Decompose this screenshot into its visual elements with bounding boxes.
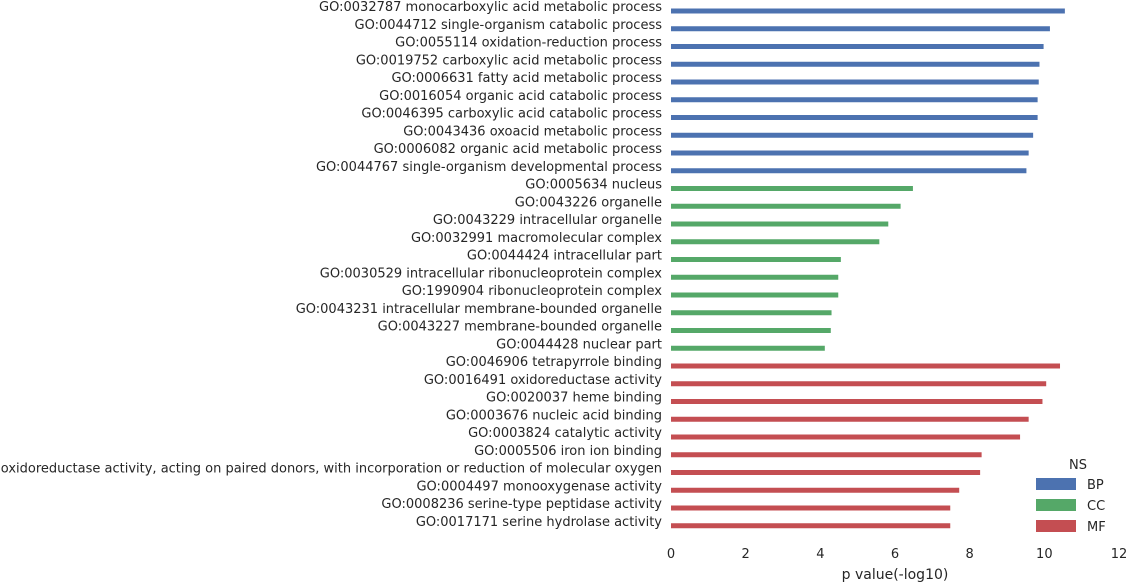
category-label: GO:0043226 organelle — [515, 195, 662, 210]
bar-cc — [671, 328, 831, 333]
category-label: GO:0005506 iron ion binding — [474, 444, 662, 459]
bar-bp — [671, 132, 1034, 138]
category-label: GO:0003676 nucleic acid binding — [446, 408, 662, 423]
bar-mf — [671, 487, 960, 493]
category-label: GO:0016054 organic acid catabolic proces… — [379, 89, 662, 104]
category-label: GO:0043436 oxoacid metabolic process — [403, 124, 662, 139]
legend-swatch-cc — [1036, 499, 1076, 511]
bar-bp — [671, 115, 1038, 120]
bar-cc — [671, 310, 832, 316]
x-axis-ticks: 0 2 4 6 8 10 12 — [667, 547, 1127, 562]
bar-cc — [671, 274, 839, 280]
bar-bp — [671, 61, 1040, 67]
category-label: GO:0017171 serine hydrolase activity — [416, 515, 662, 530]
bar-cc — [671, 186, 913, 191]
category-label: GO:0043231 intracellular membrane-bounde… — [296, 302, 662, 317]
category-label: GO:0016491 oxidoreductase activity — [424, 373, 662, 388]
bar-bp — [671, 8, 1065, 14]
bar-cc — [671, 239, 880, 245]
x-tick-label: 10 — [1036, 547, 1053, 562]
bars-group — [671, 8, 1065, 529]
x-tick-label: 0 — [667, 547, 675, 562]
legend-label-cc: CC — [1087, 499, 1105, 514]
bar-mf — [671, 470, 981, 475]
category-label: GO:0055114 oxidation-reduction process — [395, 36, 662, 51]
category-label: GO:0046395 carboxylic acid catabolic pro… — [361, 107, 662, 122]
category-label: GO:0044712 single-organism catabolic pro… — [355, 18, 663, 33]
bar-bp — [671, 168, 1027, 174]
category-label: GO:0043229 intracellular organelle — [433, 213, 662, 228]
bar-bp — [671, 97, 1038, 103]
bar-bp — [671, 44, 1044, 49]
bar-mf — [671, 505, 951, 511]
legend-swatch-mf — [1036, 520, 1076, 532]
bar-mf — [671, 381, 1047, 387]
bar-cc — [671, 345, 825, 351]
x-tick-label: 12 — [1111, 547, 1128, 562]
category-label: GO:0004497 monooxygenase activity — [416, 479, 662, 494]
category-label: GO:0032991 macromolecular complex — [411, 231, 662, 246]
x-tick-label: 4 — [816, 547, 824, 562]
bar-mf — [671, 399, 1043, 404]
category-label: GO:0044428 nuclear part — [496, 337, 662, 352]
category-label: GO:0046906 tetrapyrrole binding — [446, 355, 662, 370]
legend-swatch-bp — [1036, 478, 1076, 490]
category-label: GO:0032787 monocarboxylic acid metabolic… — [319, 0, 662, 15]
category-label: GO:0030529 intracellular ribonucleoprote… — [320, 266, 663, 281]
category-label: GO:0043227 membrane-bounded organelle — [378, 320, 662, 335]
category-label: GO:0006631 fatty acid metabolic process — [391, 71, 662, 86]
category-label: GO:1990904 ribonucleoprotein complex — [402, 284, 663, 299]
bar-bp — [671, 26, 1050, 32]
category-label: GO:0008236 serine-type peptidase activit… — [381, 497, 662, 512]
bar-cc — [671, 257, 841, 262]
bar-cc — [671, 221, 889, 227]
bar-mf — [671, 416, 1029, 422]
legend: NS BP CC MF — [1036, 458, 1106, 535]
bar-mf — [671, 452, 982, 458]
category-label: GO:0044424 intracellular part — [467, 249, 662, 264]
legend-label-mf: MF — [1087, 520, 1106, 535]
bar-cc — [671, 292, 839, 298]
category-label: GO:0003824 catalytic activity — [468, 426, 662, 441]
x-tick-label: 2 — [742, 547, 750, 562]
bar-mf — [671, 434, 1021, 440]
category-label: GO:0019752 carboxylic acid metabolic pro… — [356, 53, 662, 68]
category-label: GO:0020037 heme binding — [486, 391, 662, 406]
legend-title: NS — [1069, 458, 1087, 473]
category-labels: GO:0032787 monocarboxylic acid metabolic… — [0, 0, 662, 530]
bar-bp — [671, 150, 1029, 156]
category-label: GO:0006082 organic acid metabolic proces… — [374, 142, 663, 157]
bar-cc — [671, 203, 901, 209]
bar-bp — [671, 79, 1039, 85]
category-label: GO:0005634 nucleus — [525, 178, 662, 193]
bar-mf — [671, 523, 951, 529]
bar-mf — [671, 363, 1061, 369]
category-label: GO:0016705 oxidoreductase activity, acti… — [0, 462, 662, 477]
category-label: GO:0044767 single-organism developmental… — [316, 160, 662, 175]
x-tick-label: 8 — [966, 547, 974, 562]
legend-label-bp: BP — [1087, 478, 1104, 493]
x-axis-title: p value(-log10) — [842, 567, 949, 583]
x-tick-label: 6 — [891, 547, 899, 562]
